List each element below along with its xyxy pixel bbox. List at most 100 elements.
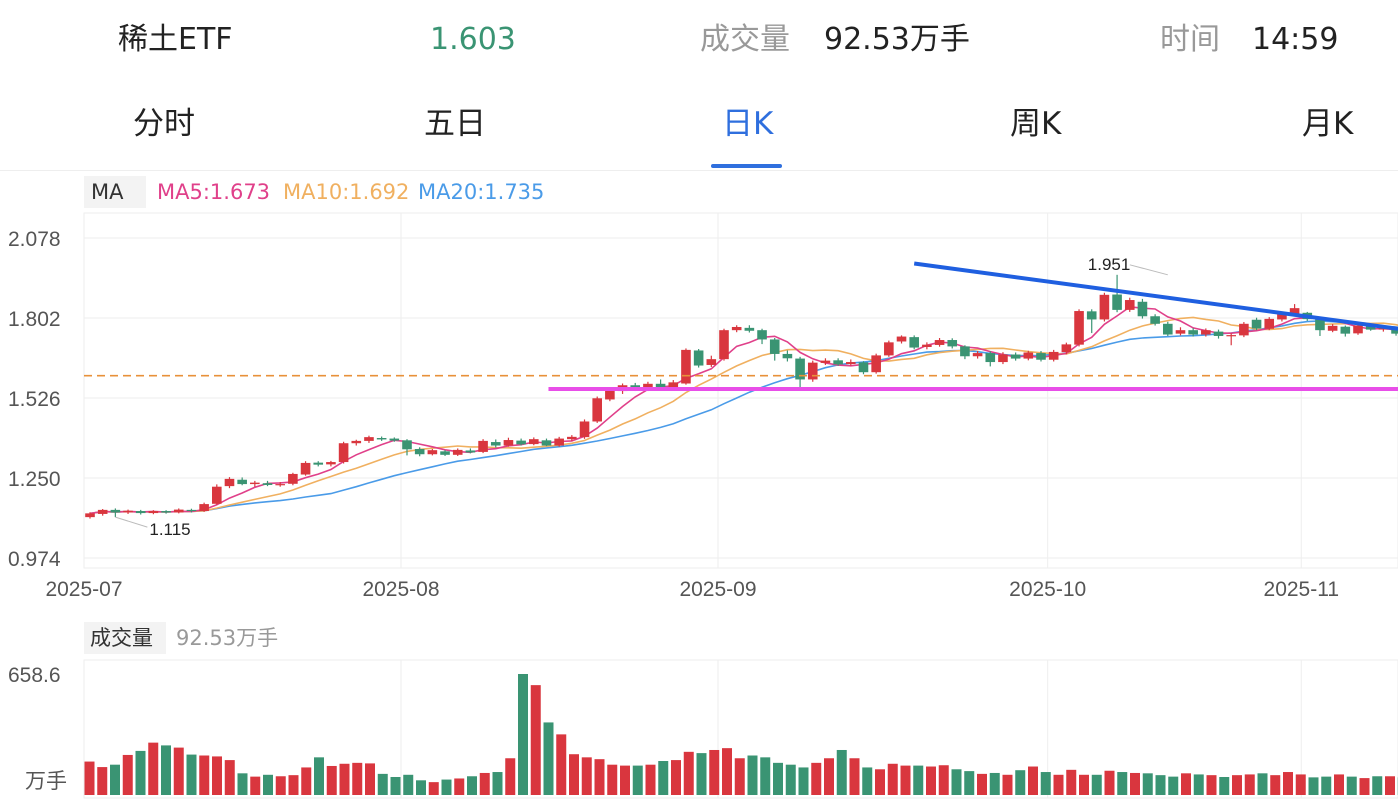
ma-tag[interactable]: MA: [84, 176, 146, 208]
candle-body: [427, 450, 438, 455]
volume-bar: [709, 749, 720, 795]
volume-bar: [263, 774, 273, 795]
volume-max-label: 658.6: [8, 664, 61, 687]
candle: [1340, 325, 1351, 337]
volume-bar: [339, 763, 350, 795]
candle: [503, 437, 514, 447]
volume-bar: [836, 749, 847, 795]
candle-body: [1137, 301, 1148, 317]
candle-body: [1163, 323, 1173, 335]
candle: [351, 439, 362, 446]
volume-bar: [1015, 770, 1026, 795]
candle: [224, 477, 235, 489]
candle-body: [541, 440, 552, 446]
y-tick-label: 1.526: [8, 388, 61, 411]
candle-body: [1251, 319, 1262, 329]
candle: [402, 439, 412, 456]
volume-bar: [1155, 775, 1166, 795]
x-tick-label: 2025-10: [1009, 578, 1086, 601]
candle: [972, 351, 983, 359]
volume-bar: [798, 767, 809, 795]
volume-bar: [900, 765, 911, 795]
candle: [300, 461, 311, 476]
tab-five-day[interactable]: 五日: [424, 106, 486, 142]
candle-body: [1277, 314, 1287, 320]
candle: [757, 328, 767, 345]
candle-body: [1175, 330, 1186, 334]
candle-body: [250, 482, 260, 485]
volume-bar: [492, 772, 503, 795]
volume-bar: [938, 765, 949, 795]
candle: [795, 356, 805, 390]
candle: [262, 480, 273, 487]
candle: [173, 508, 184, 514]
candle-body: [693, 350, 704, 366]
volume-bar: [237, 773, 248, 795]
candle: [1163, 321, 1173, 336]
volume-bar: [1104, 770, 1115, 795]
candle: [529, 437, 539, 446]
candle-body: [288, 473, 298, 484]
volume-value: 92.53万手: [824, 22, 970, 57]
candle-body: [896, 336, 907, 342]
candle-body: [934, 340, 945, 345]
candle-body: [807, 362, 818, 380]
volume-bar: [467, 776, 477, 795]
candle-body: [338, 443, 349, 463]
time-value: 14:59: [1252, 22, 1339, 57]
y-tick-label: 2.078: [8, 228, 61, 251]
candle: [858, 361, 869, 375]
volume-bar: [84, 761, 95, 795]
candle-body: [1086, 311, 1097, 320]
candle-body: [516, 440, 526, 445]
candle: [338, 441, 349, 464]
candle: [313, 461, 324, 467]
candle-body: [668, 382, 679, 388]
candle-body: [161, 511, 171, 513]
volume-bar: [556, 734, 567, 795]
candle-body: [376, 438, 387, 440]
candle: [440, 450, 450, 456]
candle: [1239, 322, 1249, 338]
volume-bar: [288, 775, 299, 795]
volume-bar: [734, 758, 745, 795]
candle: [389, 437, 400, 442]
volume-bar: [913, 765, 924, 795]
candle-body: [1365, 326, 1376, 330]
candle-body: [1289, 308, 1300, 314]
active-tab-indicator: [711, 164, 782, 168]
candle-body: [1124, 300, 1135, 310]
candle-body: [262, 483, 273, 485]
candle-body: [554, 438, 564, 446]
volume-bar: [671, 760, 681, 795]
candle-body: [630, 385, 641, 389]
candle: [326, 460, 336, 467]
candle-body: [313, 462, 324, 465]
candle: [744, 325, 755, 333]
candle-body: [1036, 353, 1046, 360]
candle-body: [579, 421, 590, 438]
tab-weekly-k[interactable]: 周K: [1010, 106, 1062, 142]
volume-bar: [161, 745, 171, 795]
candle: [288, 472, 298, 486]
volume-bar: [1270, 775, 1281, 795]
volume-tag[interactable]: 成交量: [84, 622, 166, 654]
candle-body: [135, 511, 146, 514]
candle-body: [1023, 352, 1034, 359]
volume-bar: [989, 772, 1000, 795]
candle: [846, 359, 856, 366]
volume-bar: [951, 769, 962, 795]
tab-intraday[interactable]: 分时: [133, 106, 195, 142]
tab-monthly-k[interactable]: 月K: [1302, 106, 1354, 142]
candle: [110, 508, 121, 518]
candle: [148, 510, 159, 515]
candle-body: [212, 486, 222, 504]
volume-plot-frame: [83, 659, 1398, 799]
volume-bar: [1066, 769, 1077, 795]
volume-bar: [1181, 773, 1191, 795]
tab-daily-k[interactable]: 日K: [722, 106, 774, 142]
candle: [998, 352, 1008, 365]
candle: [922, 342, 932, 350]
volume-bar: [1040, 772, 1051, 795]
